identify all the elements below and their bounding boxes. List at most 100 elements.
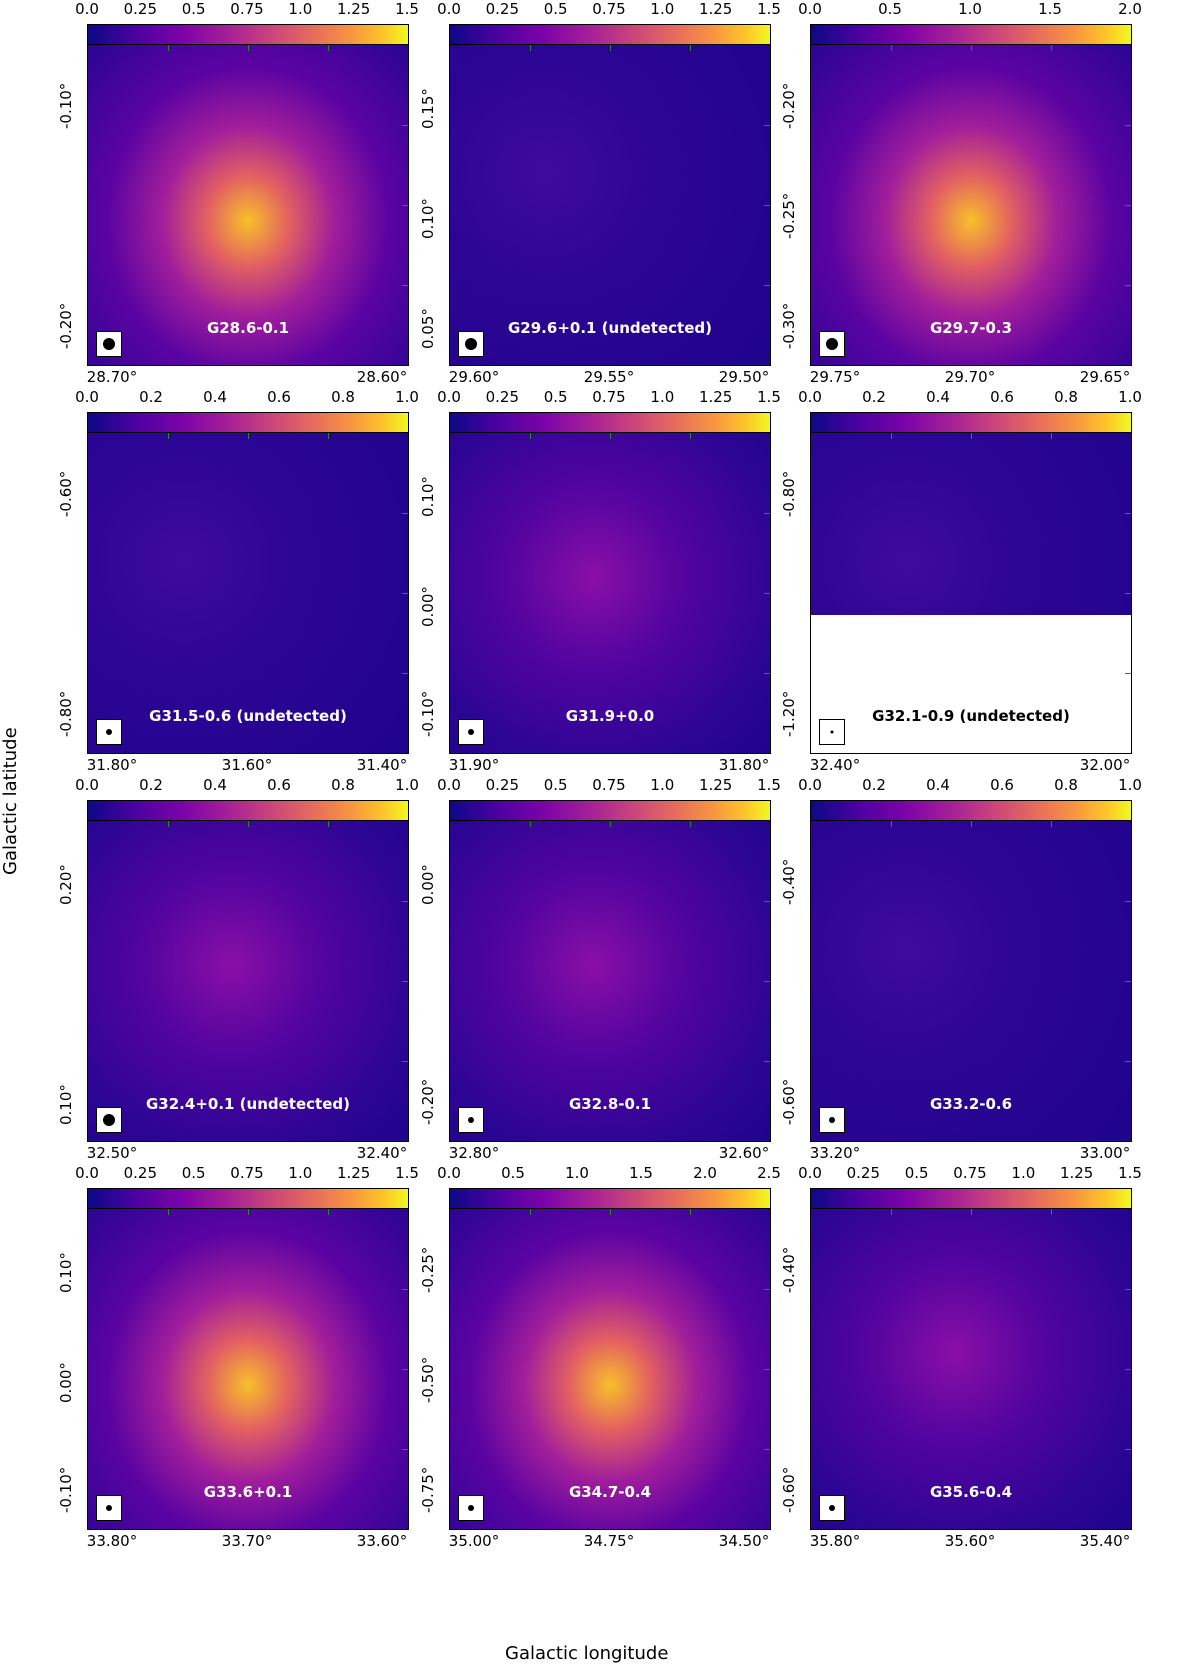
colorbar-tick-label: 0.8 [331,388,355,406]
colorbar-tick-label: 0.0 [437,388,461,406]
y-axis-title: Galactic latitude [0,727,21,875]
panel-g29.6+0.1: 0.0 0.25 0.5 0.75 1.0 1.25 1.5 G29.6+0.1 (undet… [419,0,781,386]
y-tick-label: -0.80° [57,690,75,737]
y-tick-label: -0.60° [780,1466,798,1513]
y-tick-label: -0.60° [57,470,75,517]
colorbar-tick-label: 1.5 [395,0,419,18]
y-tick-label: -0.20° [419,1078,437,1125]
x-tick-label: 33.20° [809,1144,861,1162]
colorbar-tick-label: 0.5 [181,0,206,18]
panel-g32.8-0.1: 0.0 0.25 0.5 0.75 1.0 1.25 1.5 G32.8-0.1 32.80° 3… [419,776,781,1162]
frame-tick [891,433,892,439]
frame-tick [764,901,770,902]
colorbar-tick-label: 0.4 [926,388,950,406]
frame-tick [402,593,408,594]
beam-ellipse [103,1114,115,1126]
beam-size-icon [458,1107,484,1133]
colorbar-tick-label: 1.25 [336,1164,371,1182]
frame-tick [402,981,408,982]
beam-ellipse [826,338,838,350]
colorbar-tick-label: 0.6 [990,776,1014,794]
frame-tick [530,821,531,827]
beam-size-icon [458,1495,484,1521]
beam-size-icon [458,719,484,745]
colorbar-tick-label: 0.8 [331,776,355,794]
frame-tick [1125,981,1131,982]
colorbar-tick-label: 0.6 [990,388,1014,406]
intensity-image [88,1209,408,1529]
colorbar-tick-label: 0.0 [798,776,822,794]
frame-tick [610,821,611,827]
source-label: G28.6-0.1 [206,319,290,337]
frame-tick [971,821,972,827]
frame-tick [248,1209,249,1215]
colorbar-tick-label: 0.0 [798,388,822,406]
frame-tick [610,1209,611,1215]
frame-tick [764,513,770,514]
panel-g28.6-0.1: 0.0 0.25 0.5 0.75 1.0 1.25 1.5 G28.6-0.1 28.70° 2… [57,0,419,386]
frame-tick [328,1209,329,1215]
source-label: G29.6+0.1 (undetected) [508,319,712,337]
beam-ellipse [830,730,834,734]
frame-tick [402,901,408,902]
colorbar-tick-label: 1.5 [395,1164,419,1182]
colorbar-tick-label: 0.0 [437,0,461,18]
beam-size-icon [819,1495,845,1521]
radio-map-image: G29.7-0.3 [810,44,1132,366]
radio-map-image: G33.6+0.1 [87,1208,409,1530]
radio-map-image: G29.6+0.1 (undetected) [449,44,771,366]
frame-tick [891,821,892,827]
frame-tick [764,1289,770,1290]
frame-tick [402,1369,408,1370]
y-tick-label: -1.20° [780,690,798,737]
source-label: G33.6+0.1 [203,1483,293,1501]
frame-tick [690,45,691,51]
frame-tick [891,1209,892,1215]
radio-map-image: G35.6-0.4 [810,1208,1132,1530]
colorbar-tick-label: 1.25 [336,0,371,18]
colorbar [449,24,771,50]
colorbar-tick-label: 0.75 [592,0,626,18]
colorbar-tick-label: 0.25 [485,388,520,406]
colorbar-tick-label: 1.0 [1011,1164,1036,1182]
x-tick-label: 35.80° [809,1532,861,1550]
colorbar-tick-label: 0.25 [485,0,520,18]
x-tick-label: 34.50° [718,1532,770,1550]
frame-tick [1051,45,1052,51]
frame-tick [971,45,972,51]
colorbar-tick-label: 0.25 [485,776,520,794]
y-tick-label: -0.10° [57,1466,75,1513]
colorbar-tick-label: 0.5 [878,0,902,18]
colorbar-tick-label: 1.25 [1059,1164,1094,1182]
panel-g33.2-0.6: 0.0 0.2 0.4 0.6 0.8 1.0 G33.2-0.6 33.20° 33.00° -… [780,776,1142,1162]
frame-tick [971,1209,972,1215]
y-tick-label: -0.25° [780,192,798,239]
frame-tick [764,285,770,286]
frame-tick [1051,821,1052,827]
x-tick-label: 29.75° [809,368,861,386]
beam-size-icon [458,331,484,357]
y-tick-label: 0.10° [419,476,437,517]
colorbar-tick-label: 0.0 [75,0,99,18]
colorbar-tick-label: 0.6 [267,388,291,406]
no-data-region [811,615,1131,753]
intensity-image [88,45,408,365]
frame-tick [764,205,770,206]
colorbar [449,800,771,826]
colorbar-tick-label: 0.5 [501,1164,525,1182]
x-tick-label: 29.60° [448,368,500,386]
x-tick-label: 28.70° [86,368,138,386]
beam-ellipse [465,338,477,350]
radio-map-image: G32.8-0.1 [449,820,771,1142]
frame-tick [971,433,972,439]
colorbar-tick-label: 0.75 [592,388,626,406]
x-tick-label: 35.00° [448,1532,500,1550]
y-tick-label: -0.75° [419,1466,437,1513]
colorbar-tick-label: 1.0 [1118,776,1142,794]
colorbar-tick-label: 0.5 [181,1164,206,1182]
beam-ellipse [106,1505,112,1511]
frame-tick [328,45,329,51]
frame-tick [168,821,169,827]
beam-size-icon [96,331,122,357]
x-axis-title: Galactic longitude [505,1643,669,1664]
